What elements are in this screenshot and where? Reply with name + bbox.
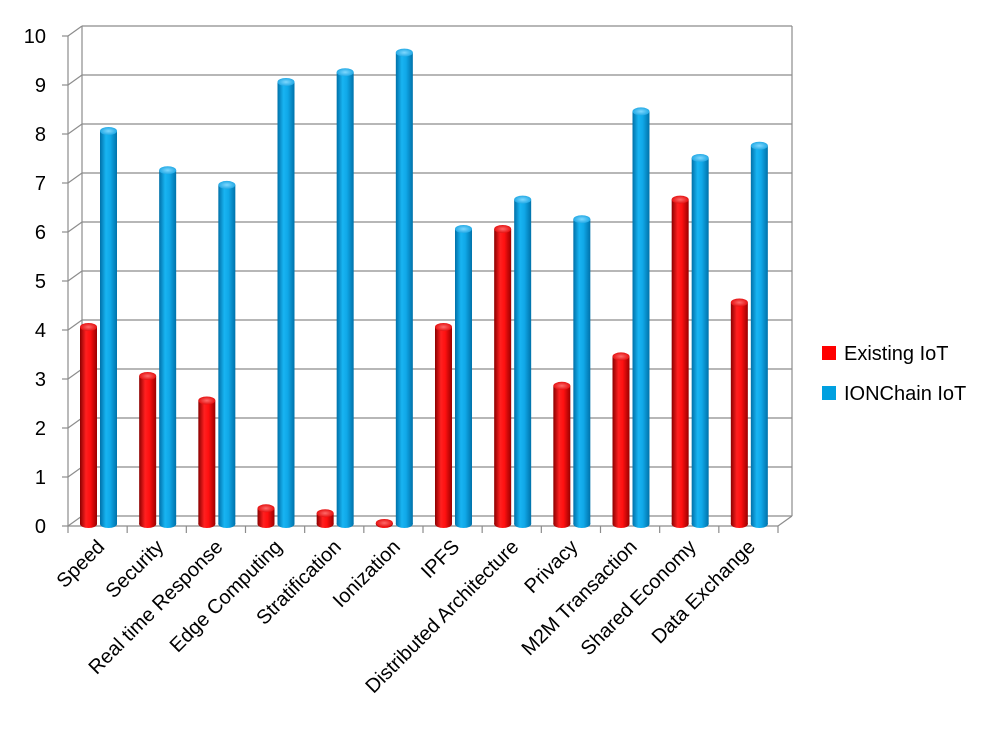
bar-ionchain-iot-ionization bbox=[395, 48, 413, 528]
y-tick-labels: 0 1 2 3 4 5 6 7 8 9 10 bbox=[24, 26, 46, 538]
side-gridline-7 bbox=[67, 172, 83, 184]
legend-swatch-existing-iot bbox=[822, 346, 836, 360]
bar-ionchain-iot-security bbox=[159, 166, 177, 528]
y-tick-label-3: 3 bbox=[35, 369, 46, 391]
legend-item-ionchain-iot: IONChain IoT bbox=[822, 383, 966, 405]
y-tick-label-10: 10 bbox=[24, 26, 46, 48]
bars bbox=[80, 48, 768, 528]
y-tick-label-0: 0 bbox=[35, 516, 46, 538]
side-gridline-3 bbox=[67, 368, 83, 380]
bar-existing-iot-distributed-architecture bbox=[494, 225, 512, 528]
legend: Existing IoT IONChain IoT bbox=[822, 343, 966, 405]
bar-existing-iot-stratification bbox=[316, 509, 334, 528]
y-tick-label-2: 2 bbox=[35, 418, 46, 440]
bar-existing-iot-ionization bbox=[375, 519, 393, 528]
bar-ionchain-iot-shared-economy bbox=[691, 153, 709, 528]
bar-ionchain-iot-data-exchange bbox=[750, 141, 768, 528]
side-gridline-5 bbox=[67, 270, 83, 282]
side-gridline-4 bbox=[67, 319, 83, 331]
y-tick-label-6: 6 bbox=[35, 222, 46, 244]
bar-existing-iot-speed bbox=[80, 323, 97, 528]
y-tick-label-9: 9 bbox=[35, 75, 46, 97]
bar-ionchain-iot-real-time-response bbox=[218, 180, 236, 528]
bar-ionchain-iot-privacy bbox=[573, 215, 591, 528]
bar-ionchain-iot-ipfs bbox=[455, 225, 472, 528]
bar-existing-iot-m2m-transaction bbox=[612, 352, 630, 528]
legend-label-existing-iot: Existing IoT bbox=[844, 343, 948, 365]
y-tick-label-8: 8 bbox=[35, 124, 46, 146]
axes bbox=[62, 35, 793, 533]
legend-item-existing-iot: Existing IoT bbox=[822, 343, 948, 365]
bar-ionchain-iot-stratification bbox=[336, 68, 354, 528]
bar-ionchain-iot-speed bbox=[100, 127, 117, 528]
legend-label-ionchain-iot: IONChain IoT bbox=[844, 383, 966, 405]
side-gridline-9 bbox=[67, 74, 83, 86]
floor-edge bbox=[777, 515, 793, 527]
side-gridline-6 bbox=[67, 221, 83, 233]
bar-ionchain-iot-distributed-architecture bbox=[514, 195, 532, 528]
side-gridline-0 bbox=[67, 515, 83, 527]
side-gridline-1 bbox=[67, 466, 83, 478]
x-label-ipfs: IPFS bbox=[417, 536, 464, 583]
y-tick-label-1: 1 bbox=[35, 467, 46, 489]
y-tick-label-4: 4 bbox=[35, 320, 46, 342]
bar-existing-iot-shared-economy bbox=[671, 195, 689, 528]
y-tick-label-5: 5 bbox=[35, 271, 46, 293]
side-gridline-10 bbox=[67, 25, 83, 37]
bar-existing-iot-privacy bbox=[553, 381, 571, 528]
legend-swatch-ionchain-iot bbox=[822, 386, 836, 400]
bar-existing-iot-security bbox=[139, 372, 157, 528]
bar-existing-iot-ipfs bbox=[435, 323, 452, 528]
x-label-speed: Speed bbox=[53, 536, 109, 592]
bar-existing-iot-real-time-response bbox=[198, 396, 216, 528]
side-gridline-8 bbox=[67, 123, 83, 135]
bar-existing-iot-data-exchange bbox=[730, 298, 748, 528]
side-gridline-2 bbox=[67, 417, 83, 429]
bar-ionchain-iot-m2m-transaction bbox=[632, 107, 650, 528]
y-tick-label-7: 7 bbox=[35, 173, 46, 195]
x-label-data-exchange: Data Exchange bbox=[648, 536, 760, 648]
bar-ionchain-iot-edge-computing bbox=[277, 78, 295, 528]
bar-existing-iot-edge-computing bbox=[257, 504, 275, 528]
